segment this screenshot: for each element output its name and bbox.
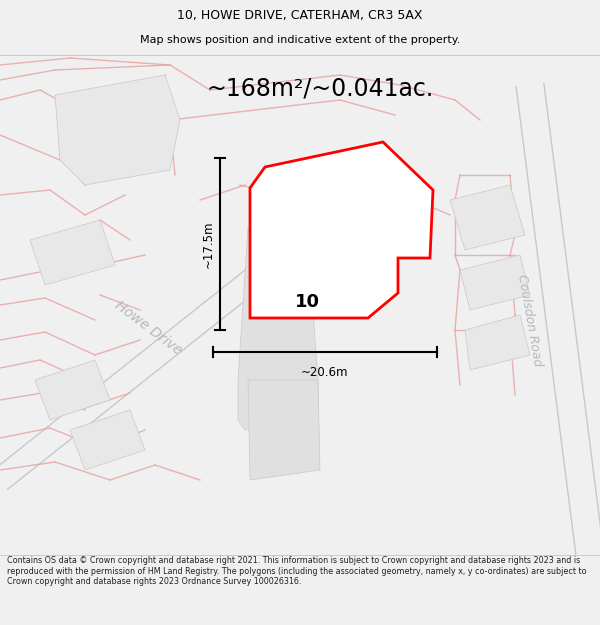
Polygon shape xyxy=(465,315,530,370)
Text: ~17.5m: ~17.5m xyxy=(202,220,215,268)
Text: Coulsdon Road: Coulsdon Road xyxy=(515,273,545,367)
Text: 10, HOWE DRIVE, CATERHAM, CR3 5AX: 10, HOWE DRIVE, CATERHAM, CR3 5AX xyxy=(177,9,423,22)
Polygon shape xyxy=(460,255,530,310)
Polygon shape xyxy=(250,142,433,318)
Text: Map shows position and indicative extent of the property.: Map shows position and indicative extent… xyxy=(140,34,460,44)
Text: ~20.6m: ~20.6m xyxy=(301,366,349,379)
Text: ~168m²/~0.041ac.: ~168m²/~0.041ac. xyxy=(206,76,434,100)
Text: Contains OS data © Crown copyright and database right 2021. This information is : Contains OS data © Crown copyright and d… xyxy=(7,556,587,586)
Polygon shape xyxy=(55,75,180,185)
Polygon shape xyxy=(35,360,110,420)
Text: Howe Drive: Howe Drive xyxy=(112,298,184,358)
Text: 10: 10 xyxy=(295,293,320,311)
Polygon shape xyxy=(248,380,320,480)
Polygon shape xyxy=(30,220,115,285)
Polygon shape xyxy=(238,225,318,430)
Polygon shape xyxy=(70,410,145,470)
Polygon shape xyxy=(450,185,525,250)
